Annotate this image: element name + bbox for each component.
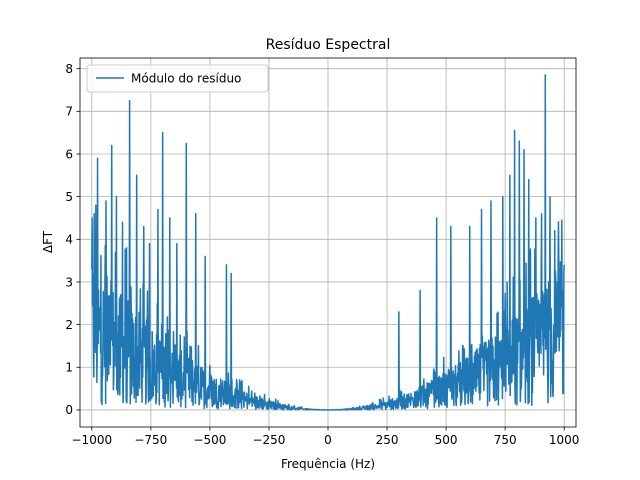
legend-label: Módulo do resíduo xyxy=(131,72,241,86)
y-tick-label: 4 xyxy=(65,233,73,247)
x-tick-label: 1000 xyxy=(549,433,580,447)
x-tick-label: 250 xyxy=(376,433,399,447)
x-tick-label: −250 xyxy=(252,433,285,447)
y-tick-label: 1 xyxy=(65,361,73,375)
x-tick-label: −500 xyxy=(193,433,226,447)
x-tick-label: 750 xyxy=(494,433,517,447)
x-axis-label: Frequência (Hz) xyxy=(281,457,375,471)
y-tick-label: 0 xyxy=(65,403,73,417)
y-tick-label: 6 xyxy=(65,147,73,161)
y-tick-label: 8 xyxy=(65,62,73,76)
x-tick-label: 0 xyxy=(324,433,332,447)
y-tick-label: 2 xyxy=(65,318,73,332)
legend-box xyxy=(86,64,269,93)
chart-title: Resíduo Espectral xyxy=(266,37,391,53)
legend: Módulo do resíduo xyxy=(86,64,269,93)
y-tick-label: 7 xyxy=(65,105,73,119)
ticks: −1000 −750 −500 −250 0 250 500 750 1000 0 1 2 3 4 5 6 7 8 xyxy=(65,62,579,447)
x-tick-label: −750 xyxy=(134,433,167,447)
y-axis-label: ΔFT xyxy=(41,230,55,253)
y-tick-label: 3 xyxy=(65,275,73,289)
series-group xyxy=(91,74,565,411)
x-tick-label: 500 xyxy=(435,433,458,447)
series-line-modulo-do-residuo xyxy=(91,74,565,411)
x-tick-label: −1000 xyxy=(72,433,113,447)
y-tick-label: 5 xyxy=(65,190,73,204)
